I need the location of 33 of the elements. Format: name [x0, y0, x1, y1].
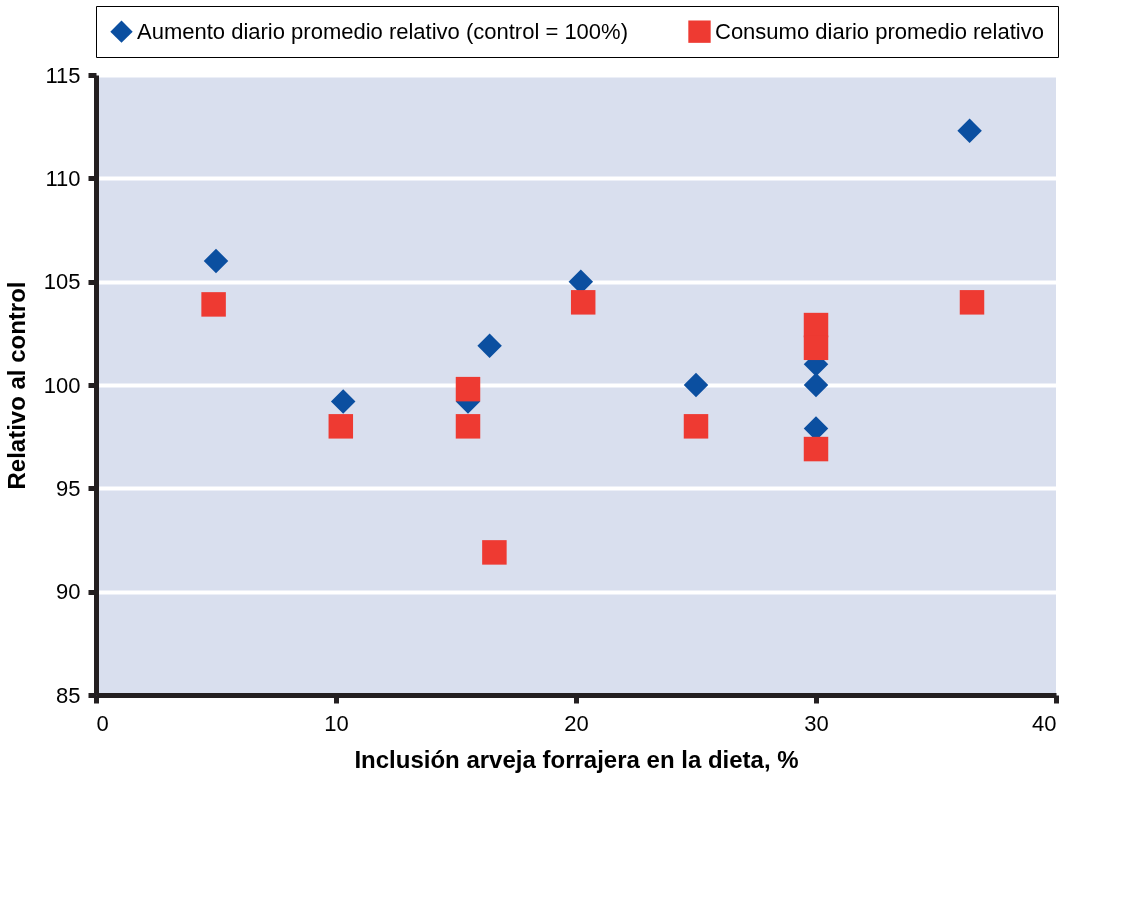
point — [455, 376, 481, 402]
point — [683, 372, 709, 398]
x-tick-label: 0 — [96, 710, 109, 736]
point — [803, 372, 829, 398]
point — [683, 414, 709, 439]
y-tick-label: 115 — [45, 62, 81, 88]
point — [203, 248, 229, 274]
point — [959, 290, 985, 315]
legend-label: Aumento diario promedio relativo (control = 100%) — [137, 18, 628, 44]
y-tick-label: 105 — [43, 269, 81, 295]
x-tick-label: 10 — [324, 710, 349, 736]
point — [201, 292, 226, 317]
point — [803, 312, 829, 338]
x-tick-label: 40 — [1032, 710, 1057, 736]
point — [803, 436, 829, 462]
point — [803, 335, 829, 361]
point — [570, 290, 596, 315]
x-tick-label: 30 — [804, 710, 829, 736]
point — [477, 333, 502, 358]
y-tick-label: 110 — [45, 165, 81, 191]
x-axis-title: Inclusión arveja forrajera en la dieta, % — [354, 745, 799, 773]
y-tick-label: 85 — [56, 682, 81, 708]
point — [455, 414, 481, 439]
point — [957, 118, 982, 144]
point — [328, 414, 354, 439]
y-tick-label: 100 — [43, 372, 81, 398]
legend-label: Consumo diario promedio relativo — [715, 18, 1044, 44]
point — [330, 389, 356, 414]
y-tick-label: 95 — [56, 475, 81, 501]
x-tick-label: 20 — [564, 710, 589, 736]
y-tick-label: 90 — [56, 579, 81, 605]
point — [482, 540, 507, 565]
y-axis-title: Relativo al control — [2, 281, 30, 490]
